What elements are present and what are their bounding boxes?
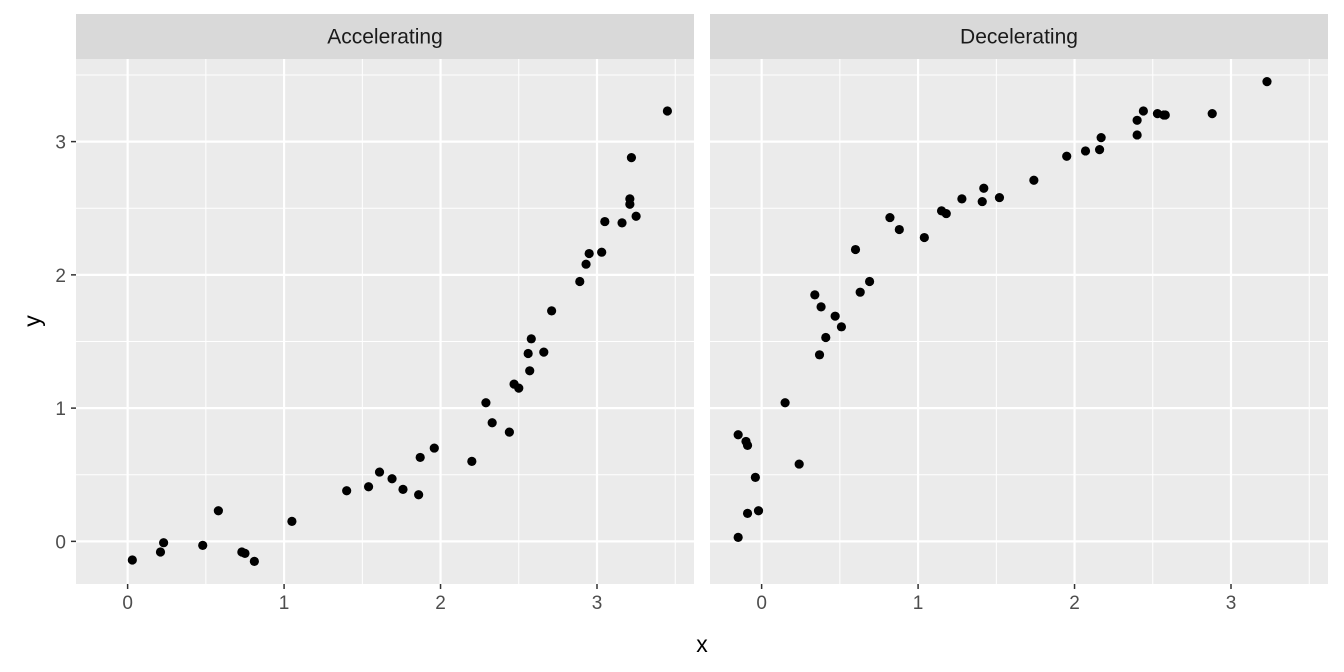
data-point <box>1262 77 1272 87</box>
data-point <box>1132 130 1142 140</box>
data-point <box>979 183 989 193</box>
data-point <box>894 224 904 235</box>
data-point <box>1160 110 1170 120</box>
data-point <box>830 311 840 321</box>
data-point <box>240 548 250 558</box>
data-point <box>864 276 875 287</box>
data-point <box>213 506 223 516</box>
data-point <box>753 506 764 516</box>
data-point <box>617 218 627 228</box>
data-point <box>1207 109 1217 119</box>
data-point <box>733 532 743 542</box>
data-point <box>814 350 825 360</box>
data-point <box>374 467 385 477</box>
data-point <box>429 443 439 453</box>
data-point <box>342 486 352 496</box>
data-point <box>526 334 536 344</box>
data-point <box>581 259 591 269</box>
y-axis-title: y <box>19 315 45 327</box>
data-point <box>287 516 297 526</box>
y-axis: 0 1 2 3 <box>55 133 76 553</box>
data-point <box>525 366 535 376</box>
facet-strip-label: Accelerating <box>327 26 443 49</box>
x-tick-label: 1 <box>913 593 924 614</box>
x-tick-label: 0 <box>122 593 133 614</box>
x-tick-label: 3 <box>1226 593 1237 614</box>
data-point <box>957 194 967 204</box>
data-point <box>249 556 259 566</box>
data-point <box>547 306 557 316</box>
panel-background <box>710 59 1328 584</box>
x-tick-label: 0 <box>756 593 767 614</box>
data-point <box>127 555 137 565</box>
data-point <box>625 194 635 204</box>
data-point <box>1138 106 1148 116</box>
data-point <box>850 244 861 255</box>
data-point <box>1029 175 1039 185</box>
x-tick-label: 2 <box>1069 593 1080 614</box>
facet-strip <box>76 14 694 59</box>
data-point <box>1094 145 1105 155</box>
data-point <box>575 276 585 287</box>
panels-layer: Accelerating 0 1 2 3 Decelerating 0 1 2 3 <box>76 14 1328 614</box>
data-point <box>198 540 208 550</box>
data-point <box>1080 146 1091 156</box>
y-tick-label: 1 <box>55 399 66 420</box>
data-point <box>584 248 594 259</box>
y-tick-label: 2 <box>55 266 66 287</box>
data-point <box>387 474 397 484</box>
data-point <box>398 484 408 494</box>
data-point <box>994 192 1005 203</box>
data-point <box>159 538 169 548</box>
data-point <box>750 472 760 483</box>
data-point <box>977 196 987 207</box>
data-point <box>600 216 610 227</box>
x-tick-label: 3 <box>592 593 603 614</box>
data-point <box>816 302 826 312</box>
y-tick-label: 0 <box>55 532 66 553</box>
data-point <box>514 383 524 393</box>
x-axis-title: x <box>696 631 708 657</box>
data-point <box>155 547 166 557</box>
panel-background <box>76 59 694 584</box>
x-tick-label: 2 <box>435 593 446 614</box>
data-point <box>780 398 790 408</box>
data-point <box>626 153 637 163</box>
data-point <box>733 430 743 440</box>
data-point <box>821 332 831 343</box>
data-point <box>662 106 673 116</box>
data-point <box>855 287 865 297</box>
data-point <box>414 490 424 500</box>
data-point <box>1096 133 1106 143</box>
data-point <box>742 440 753 451</box>
data-point <box>1062 151 1072 161</box>
data-point <box>487 418 497 428</box>
data-point <box>539 347 549 357</box>
data-point <box>523 348 533 359</box>
data-point <box>597 247 607 257</box>
facet-strip <box>710 14 1328 59</box>
panel-accelerating: Accelerating 0 1 2 3 <box>76 14 694 614</box>
data-point <box>919 232 929 243</box>
data-point <box>415 452 425 463</box>
data-point <box>810 290 820 300</box>
data-point <box>631 211 641 221</box>
y-tick-label: 3 <box>55 133 66 154</box>
data-point <box>363 482 374 492</box>
data-point <box>742 508 753 518</box>
data-point <box>467 456 477 467</box>
x-tick-label: 1 <box>279 593 290 614</box>
data-point <box>836 322 847 332</box>
data-point <box>941 208 951 219</box>
panel-decelerating: Decelerating 0 1 2 3 <box>710 14 1328 614</box>
data-point <box>794 459 804 469</box>
data-point <box>504 427 514 437</box>
data-point <box>481 398 491 408</box>
facet-strip-label: Decelerating <box>960 26 1078 49</box>
data-point <box>1132 115 1142 125</box>
data-point <box>885 212 895 223</box>
